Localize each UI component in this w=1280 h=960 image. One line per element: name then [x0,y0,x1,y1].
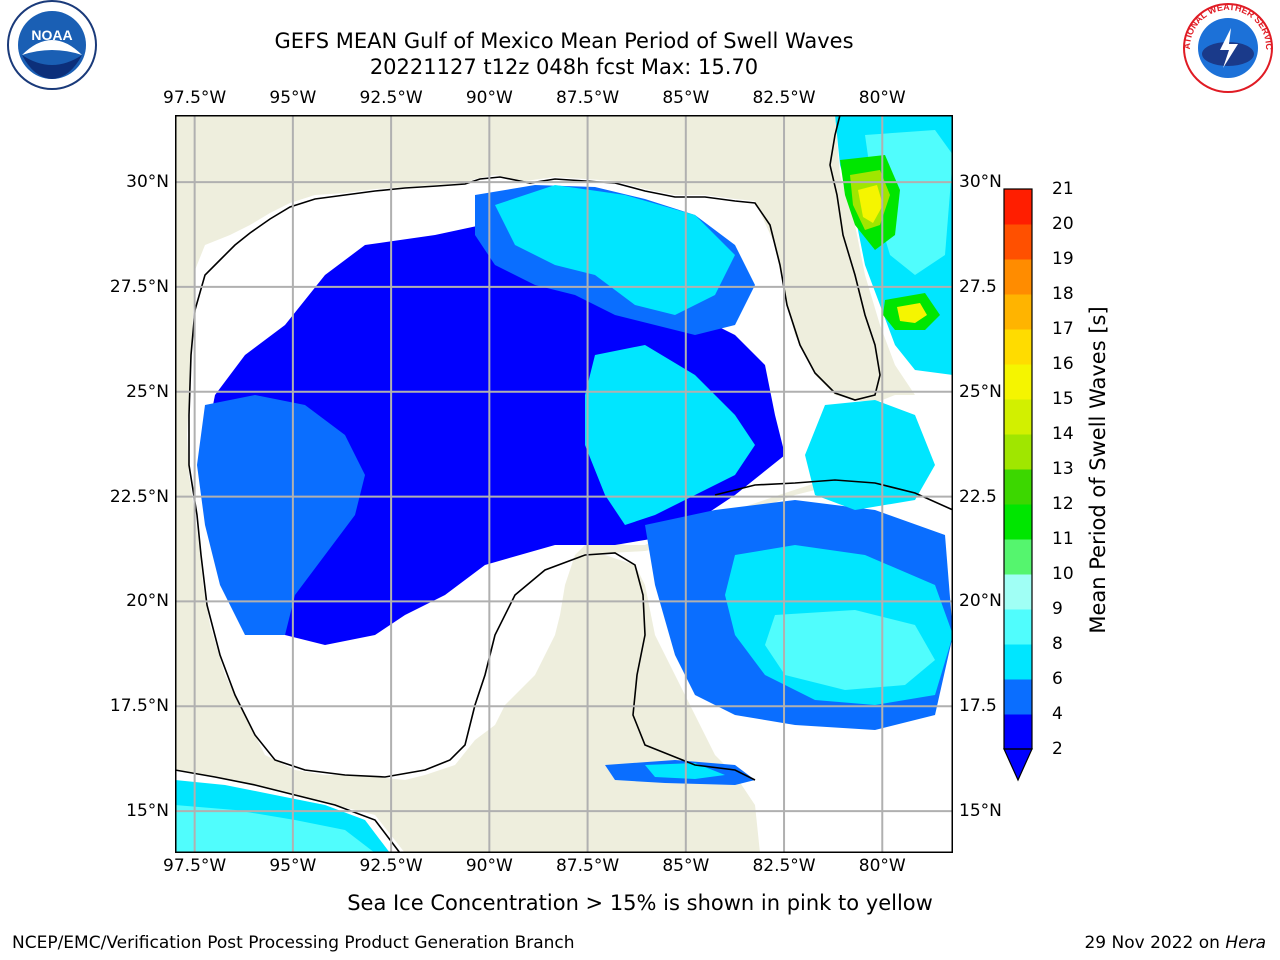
colorbar-tick-13: 18 [1052,284,1074,304]
colorbar-tick-3: 8 [1052,634,1063,654]
colorbar-tick-5: 10 [1052,564,1074,584]
colorbar-band-3 [1004,609,1032,645]
chart-subtitle: 20221127 t12z 048h fcst Max: 15.70 [369,55,759,79]
colorbar-tick-1: 4 [1052,704,1063,724]
colorbar-tick-7: 12 [1052,494,1074,514]
colorbar-band-12 [1004,294,1032,330]
swell-region-4 [585,345,755,525]
swell-period-shading [175,115,953,853]
swell-region-15 [805,400,935,510]
lon-label-top-7: 80°W [858,88,906,108]
lat-label-right-5: 17.5 [959,696,997,717]
colorbar-tick-9: 14 [1052,424,1074,444]
colorbar-band-0 [1004,714,1032,750]
colorbar-tick-4: 9 [1052,599,1063,619]
colorbar-tick-6: 11 [1052,529,1074,549]
lat-label-right-0: 30°N [959,172,1002,193]
swell-region-7 [765,610,935,690]
lon-label-bottom-7: 80°W [858,856,906,876]
lat-label-right-3: 22.5 [959,486,997,507]
lon-label-top-1: 95°W [269,88,317,108]
colorbar-tick-10: 15 [1052,389,1074,409]
lat-label-left-1: 27.5°N [109,276,169,297]
swell-region-3 [495,185,735,315]
colorbar-tick-16: 21 [1052,179,1074,199]
nws-logo: NATIONAL WEATHER SERVICE [1176,0,1274,93]
lon-label-bottom-0: 97.5°W [163,856,227,876]
colorbar-band-2 [1004,644,1032,680]
noaa-logo: NOAA [7,0,97,90]
colorbar-extend-min [1003,748,1033,782]
colorbar-band-4 [1004,574,1032,610]
lat-label-left-5: 17.5°N [109,696,169,717]
colorbar-title: Mean Period of Swell Waves [s] [1086,306,1110,634]
map-border [175,115,953,853]
lon-label-bottom-5: 85°W [662,856,710,876]
lat-label-right-1: 27.5 [959,276,997,297]
date-line: 29 Nov 2022 on Hera [1084,933,1266,953]
lat-label-right-6: 15°N [959,801,1002,822]
colorbar-bands [1003,189,1033,782]
lon-label-bottom-2: 92.5°W [359,856,423,876]
lon-label-top-4: 87.5°W [555,88,620,108]
swell-region-14 [897,303,927,323]
lon-label-top-0: 97.5°W [163,88,227,108]
host-name: Hera [1225,933,1266,953]
lat-label-left-3: 22.5°N [109,486,169,507]
colorbar-tick-8: 13 [1052,459,1074,479]
lon-label-bottom-4: 87.5°W [555,856,620,876]
chart-title: GEFS MEAN Gulf of Mexico Mean Period of … [274,29,854,53]
colorbar-band-9 [1004,399,1032,435]
lon-label-bottom-1: 95°W [269,856,317,876]
lon-label-top-2: 92.5°W [359,88,423,108]
credit-line: NCEP/EMC/Verification Post Processing Pr… [12,933,575,953]
lat-label-left-6: 15°N [126,801,169,822]
colorbar-tick-2: 6 [1052,669,1063,689]
swell-region-1 [197,395,365,635]
colorbar-band-5 [1004,539,1032,575]
colorbar-band-6 [1004,504,1032,540]
lon-label-top-3: 90°W [465,88,513,108]
coastlines [175,115,953,853]
colorbar-tick-15: 20 [1052,214,1074,234]
map-panel [175,115,953,853]
lat-label-left-0: 30°N [126,172,169,193]
swell-region-17 [175,805,375,853]
colorbar-tick-11: 16 [1052,354,1074,374]
colorbar [1003,188,1033,782]
colorbar-band-1 [1004,679,1032,715]
lon-label-top-6: 82.5°W [752,88,816,108]
colorbar-band-8 [1004,434,1032,470]
colorbar-tick-0: 2 [1052,739,1063,759]
date-text: 29 Nov 2022 on [1084,933,1220,953]
colorbar-band-10 [1004,364,1032,400]
colorbar-band-13 [1004,259,1032,295]
lon-label-top-5: 85°W [662,88,710,108]
colorbar-band-14 [1004,224,1032,260]
colorbar-tick-12: 17 [1052,319,1074,339]
lon-label-bottom-6: 82.5°W [752,856,816,876]
colorbar-band-11 [1004,329,1032,365]
lat-label-left-2: 25°N [126,381,169,402]
sea-ice-note: Sea Ice Concentration > 15% is shown in … [347,891,933,915]
lat-label-right-2: 25°N [959,381,1002,402]
colorbar-tick-14: 19 [1052,249,1074,269]
lat-label-right-4: 20°N [959,591,1002,612]
svg-text:NOAA: NOAA [31,27,72,43]
colorbar-border [1003,188,1033,750]
colorbar-band-7 [1004,469,1032,505]
colorbar-band-15 [1004,189,1032,225]
lon-label-bottom-3: 90°W [465,856,513,876]
map-gridlines [175,115,953,853]
swell-region-12 [858,185,883,223]
lat-label-left-4: 20°N [126,591,169,612]
